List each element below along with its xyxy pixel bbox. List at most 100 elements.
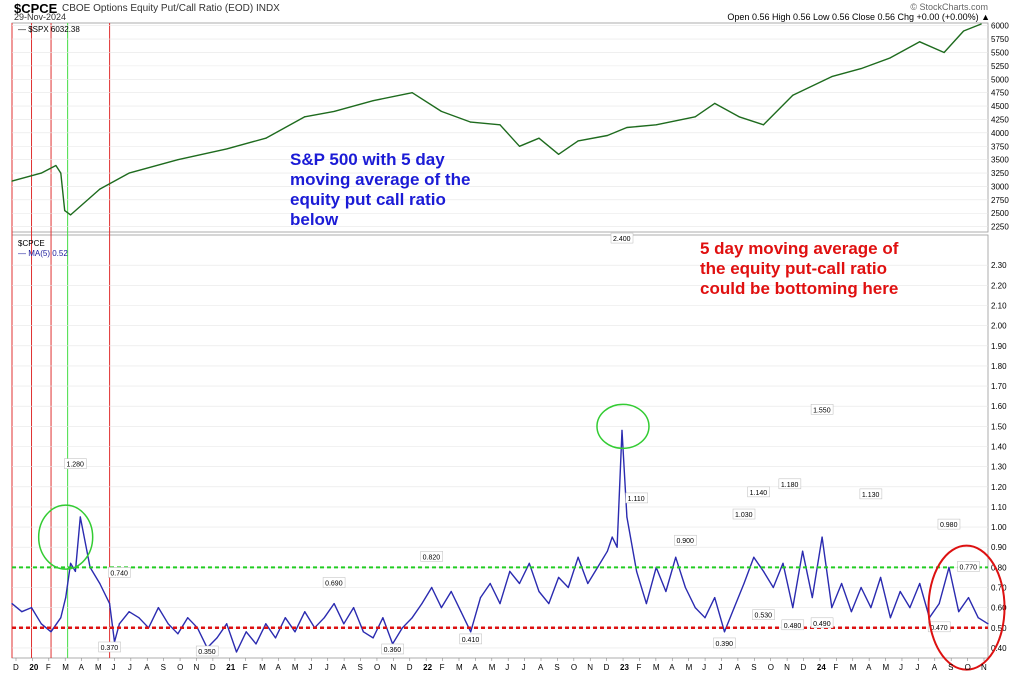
extreme-label-box xyxy=(610,232,634,244)
cpce-data-point xyxy=(74,570,77,572)
cpce-ytick-label: 1.00 xyxy=(991,523,1007,532)
cpce-data-point xyxy=(167,623,169,625)
spx-data-point xyxy=(831,75,833,78)
extreme-label-box xyxy=(927,621,951,633)
extreme-label-box xyxy=(810,617,834,629)
extreme-value-label: 1.280 xyxy=(66,462,84,469)
cpce-data-point xyxy=(11,603,13,605)
spx-data-point xyxy=(694,116,696,118)
x-axis-label: J xyxy=(702,663,706,672)
cpce-ytick-label: 0.90 xyxy=(991,543,1007,552)
cpce-data-point xyxy=(587,582,589,585)
cpce-data-point xyxy=(762,570,765,572)
cpce-data-point xyxy=(626,516,628,518)
cpce-data-point xyxy=(782,562,784,564)
cpce-data-point xyxy=(177,633,179,635)
x-axis-label: S xyxy=(161,663,166,672)
cpce-data-point xyxy=(967,596,970,599)
cpce-data-point xyxy=(938,603,940,605)
cpce-data-point xyxy=(274,637,277,639)
x-axis-label: J xyxy=(128,663,132,672)
cpce-ytick-label: 2.10 xyxy=(991,302,1007,311)
spx-ytick-label: 2250 xyxy=(991,223,1009,232)
symbol-description: CBOE Options Equity Put/Call Ratio (EOD)… xyxy=(62,3,280,14)
cpce-ytick-label: 1.70 xyxy=(991,382,1007,391)
spx-data-point xyxy=(919,41,921,43)
extreme-label-box xyxy=(322,577,346,588)
x-axis-label: F xyxy=(243,663,248,672)
spx-data-point xyxy=(577,140,579,142)
cpce-data-point xyxy=(284,617,286,619)
spx-data-point xyxy=(626,126,628,129)
extreme-value-label: 0.490 xyxy=(813,621,831,628)
spx-data-point xyxy=(333,110,335,113)
spx-data-point xyxy=(606,134,608,137)
cpce-data-point xyxy=(157,607,159,609)
spx-ytick-label: 4750 xyxy=(991,89,1009,98)
cpce-data-point xyxy=(65,596,67,599)
extreme-value-label: 0.770 xyxy=(959,564,977,571)
extreme-label-box xyxy=(752,609,775,620)
cpce-ytick-label: 1.90 xyxy=(991,342,1007,351)
spx-data-point xyxy=(40,172,42,174)
x-axis-label: A xyxy=(144,663,150,672)
cpce-data-point xyxy=(440,607,443,609)
x-axis-label: M xyxy=(292,663,299,672)
cpce-ytick-label: 0.50 xyxy=(991,624,1007,633)
cpce-data-point xyxy=(450,590,452,593)
spx-ytick-label: 4250 xyxy=(991,115,1009,124)
x-axis-label: J xyxy=(915,663,919,672)
cpce-ytick-label: 0.80 xyxy=(991,563,1007,572)
extreme-value-label: 0.410 xyxy=(462,637,480,644)
x-axis-label: J xyxy=(522,663,526,672)
green-highlight-circle xyxy=(37,504,94,570)
stockcharts-watermark: © StockCharts.com xyxy=(910,2,988,12)
extreme-label-box xyxy=(459,633,482,645)
x-axis-label: A xyxy=(932,663,938,672)
x-axis-label: N xyxy=(587,663,593,672)
extreme-value-label: 0.740 xyxy=(110,570,128,577)
cpce-data-point xyxy=(245,631,247,633)
cpce-data-point xyxy=(255,643,257,645)
cpce-data-point xyxy=(118,623,120,625)
cpce-data-point xyxy=(187,617,189,619)
cpce-data-point xyxy=(421,603,423,605)
extreme-label-box xyxy=(381,643,404,655)
x-axis-label: O xyxy=(374,663,380,672)
spx-ytick-label: 3000 xyxy=(991,182,1009,191)
cpce-data-point xyxy=(235,651,238,653)
spx-data-point xyxy=(762,124,765,126)
x-axis-label: M xyxy=(62,663,69,672)
cpce-data-point xyxy=(743,582,745,585)
extreme-value-label: 1.110 xyxy=(628,496,645,503)
cpce-data-point xyxy=(509,570,511,572)
x-axis-label: M xyxy=(883,663,890,672)
extreme-label-box xyxy=(64,458,87,469)
spx-data-point xyxy=(518,145,521,147)
extreme-value-label: 1.130 xyxy=(862,492,880,499)
cpce-data-point xyxy=(645,603,648,605)
cpce-data-point xyxy=(333,603,335,605)
extreme-label-box xyxy=(937,518,961,530)
cpce-data-point xyxy=(128,611,130,613)
cpce-data-point xyxy=(138,617,140,619)
spx-data-point xyxy=(265,137,267,139)
cpce-data-point xyxy=(714,596,716,599)
x-axis-label: 21 xyxy=(226,663,235,672)
x-axis-label: M xyxy=(95,663,102,672)
spx-data-point xyxy=(64,209,66,212)
spx-data-point xyxy=(69,214,72,216)
x-axis-label: N xyxy=(981,663,987,672)
cpce-data-point xyxy=(958,611,960,613)
x-axis-label: N xyxy=(390,663,396,672)
spx-data-point xyxy=(980,23,982,25)
x-axis-label: J xyxy=(505,663,509,672)
cpce-ytick-label: 2.20 xyxy=(991,281,1007,290)
cpce-data-point xyxy=(538,590,540,593)
cpce-data-point xyxy=(60,617,62,619)
spx-ytick-label: 2500 xyxy=(991,209,1009,218)
cpce-data-point xyxy=(909,607,911,609)
cpce-ytick-label: 2.30 xyxy=(991,261,1007,270)
extreme-value-label: 1.550 xyxy=(813,407,831,414)
